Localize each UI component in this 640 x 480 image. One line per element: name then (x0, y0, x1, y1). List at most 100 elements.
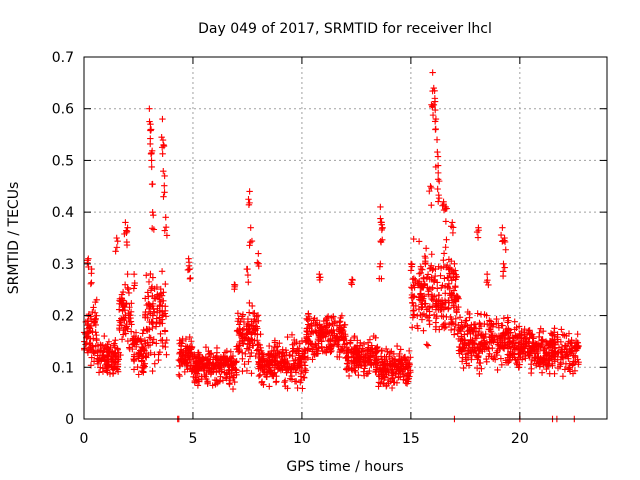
data-point (535, 360, 542, 368)
data-point (87, 280, 94, 288)
data-point (191, 351, 198, 358)
data-point (161, 172, 168, 180)
data-point (315, 333, 323, 341)
data-point (114, 238, 121, 245)
data-point (93, 296, 100, 304)
data-point (409, 299, 416, 307)
data-point (384, 376, 392, 384)
data-point (85, 345, 92, 352)
data-point (303, 331, 310, 338)
data-point (379, 236, 386, 243)
data-point (349, 276, 356, 284)
data-point (501, 264, 508, 271)
data-point (132, 329, 140, 336)
data-point (149, 319, 156, 326)
data-point (182, 343, 189, 350)
data-point (423, 341, 430, 348)
data-point (500, 260, 507, 268)
data-point (318, 343, 325, 351)
data-point (563, 345, 571, 353)
data-point (254, 312, 262, 319)
data-point (249, 322, 257, 329)
data-point (558, 326, 565, 333)
data-point (112, 353, 119, 360)
data-point (255, 372, 263, 380)
data-point (563, 351, 571, 358)
data-point (422, 313, 430, 320)
data-point (435, 198, 442, 205)
data-point (432, 265, 439, 273)
data-point (431, 98, 439, 105)
data-point (332, 337, 340, 344)
data-point (305, 321, 312, 328)
data-point (468, 321, 475, 329)
data-point (160, 297, 167, 305)
data-point (428, 291, 436, 299)
data-point (527, 361, 535, 368)
data-point (435, 291, 443, 299)
data-point (123, 238, 131, 246)
data-point (124, 224, 131, 231)
data-point (431, 87, 438, 95)
data-point (86, 339, 93, 347)
data-point (297, 379, 304, 386)
data-point (119, 288, 127, 296)
data-point (550, 356, 558, 363)
data-point (301, 349, 308, 357)
data-point (206, 350, 213, 358)
data-point (501, 336, 509, 343)
data-point (495, 324, 503, 331)
data-point (449, 224, 457, 231)
data-point (319, 347, 327, 355)
data-point (146, 118, 153, 125)
data-point (246, 325, 254, 333)
data-point (422, 300, 429, 307)
data-point (497, 355, 505, 362)
data-point (543, 365, 550, 373)
data-point (191, 379, 198, 386)
data-point (123, 228, 131, 235)
data-point (445, 321, 453, 328)
data-point (555, 344, 563, 351)
data-point (456, 350, 463, 357)
data-point (554, 331, 561, 338)
y-axis-label: SRMTID / TECUs (6, 182, 22, 295)
data-point (369, 346, 376, 353)
data-point (506, 352, 513, 359)
data-point (121, 316, 128, 324)
data-point (343, 349, 351, 357)
data-point (430, 84, 437, 92)
data-point (257, 331, 264, 338)
data-point (456, 343, 464, 351)
data-point (150, 226, 158, 233)
data-point (409, 314, 417, 321)
data-point (464, 308, 471, 316)
data-point (458, 333, 465, 340)
data-point (333, 322, 341, 329)
data-point (483, 312, 490, 319)
data-point (142, 311, 149, 318)
data-point (233, 327, 241, 335)
data-point (318, 323, 326, 331)
data-point (147, 121, 154, 128)
data-point (405, 347, 413, 355)
data-point (431, 118, 439, 125)
data-point (214, 355, 221, 362)
data-point (185, 344, 193, 352)
data-point (516, 361, 523, 368)
data-point (85, 255, 92, 262)
data-point (473, 334, 480, 342)
data-point (147, 126, 155, 133)
x-tick-label: 15 (402, 431, 420, 447)
data-point (312, 341, 320, 349)
data-point (159, 150, 166, 158)
data-point (355, 371, 362, 379)
data-point (351, 367, 358, 374)
data-point (236, 342, 243, 349)
data-point (426, 187, 433, 195)
data-point (458, 319, 465, 326)
x-tick-label: 5 (188, 431, 197, 447)
data-point (157, 330, 164, 337)
data-point (245, 201, 253, 209)
data-point (486, 317, 493, 324)
